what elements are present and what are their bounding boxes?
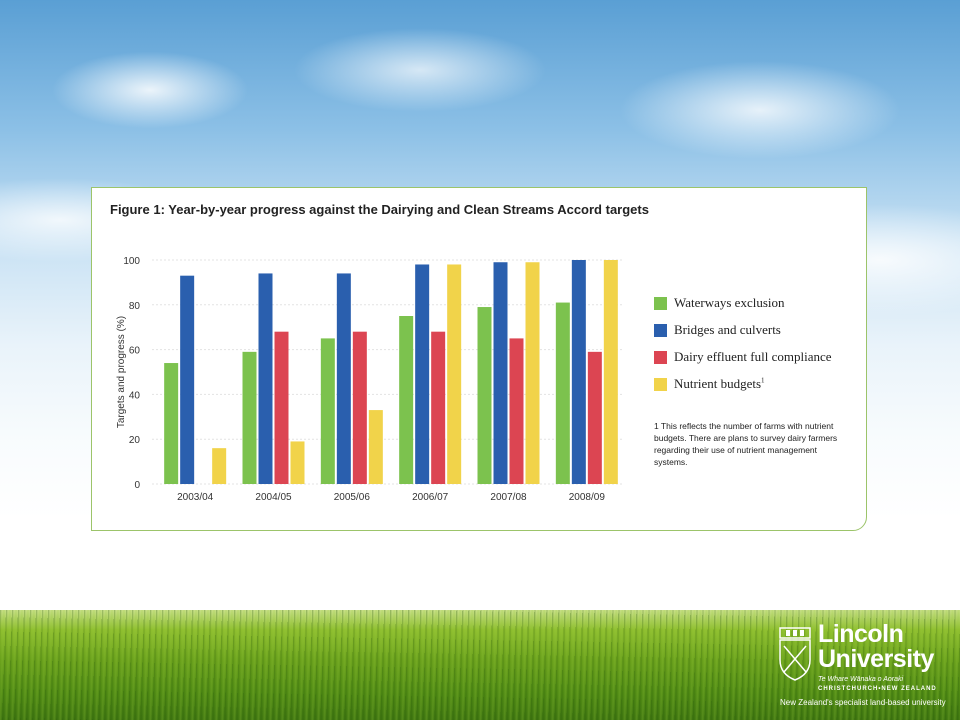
legend-swatch [654,296,667,310]
bar-waterways-exclusion-2004-05 [242,351,257,484]
bar-dairy-effluent-full-compliance-2008-09 [587,351,602,484]
legend-label: Nutrient budgets1 [674,376,765,391]
y-tick-label: 40 [129,390,141,401]
tagline: New Zealand's specialist land-based univ… [780,698,946,707]
x-tick-label: 2003/04 [177,492,214,503]
bar-nutrient-budgets-2008-09 [603,260,618,484]
logo-name-line1: Lincoln [818,620,904,648]
bar-chart: 0 20 40 60 80 100 Targets and progress (%) 2003… [116,256,622,503]
legend-label: Bridges and culverts [674,322,781,337]
bar-nutrient-budgets-2006-07 [447,264,462,484]
x-tick-label: 2008/09 [569,492,606,503]
legend-item: Waterways exclusion [654,294,832,312]
bar-bridges-and-culverts-2004-05 [258,273,273,484]
legend-swatch [654,377,667,391]
logo-maori-name: Te Whare Wānaka o Aoraki [818,676,904,683]
bar-waterways-exclusion-2005-06 [320,338,335,484]
crest-icon [779,627,811,681]
bar-bridges-and-culverts-2007-08 [493,262,508,484]
x-tick-label: 2007/08 [490,492,527,503]
figure-panel: Figure 1: Year-by-year progress against … [91,187,867,531]
bar-dairy-effluent-full-compliance-2004-05 [274,331,289,484]
bar-waterways-exclusion-2006-07 [399,316,414,484]
figure-title: Figure 1: Year-by-year progress against … [110,202,649,217]
bar-dairy-effluent-full-compliance-2007-08 [509,338,524,484]
legend-label: Dairy effluent full compliance [674,349,832,364]
x-tick-label: 2006/07 [412,492,449,503]
bar-waterways-exclusion-2007-08 [477,307,492,484]
bar-waterways-exclusion-2003-04 [164,363,179,484]
legend-swatch [654,350,667,364]
footnote: 1 This reflects the number of farms with… [654,421,838,467]
legend-item: Bridges and culverts [654,321,832,339]
bar-nutrient-budgets-2007-08 [525,262,540,484]
bar-bridges-and-culverts-2006-07 [415,264,430,484]
y-tick-label: 80 [129,301,141,312]
x-tick-label: 2004/05 [255,492,292,503]
legend-swatch [654,323,667,337]
bar-bridges-and-culverts-2008-09 [571,260,586,484]
bar-bridges-and-culverts-2005-06 [336,273,351,484]
legend-item: Nutrient budgets1 [654,375,832,393]
y-axis-label: Targets and progress (%) [116,316,127,428]
logo-city: CHRISTCHURCH•NEW ZEALAND [818,686,937,692]
x-tick-label: 2005/06 [334,492,371,503]
bar-nutrient-budgets-2003-04 [212,448,227,484]
bar-bridges-and-culverts-2003-04 [180,275,195,484]
bar-nutrient-budgets-2004-05 [290,441,305,484]
bar-nutrient-budgets-2005-06 [368,410,383,484]
legend-superscript: 1 [761,376,765,385]
bar-dairy-effluent-full-compliance-2006-07 [431,331,446,484]
y-tick-label: 20 [129,435,141,446]
legend-label: Waterways exclusion [674,295,785,310]
bar-dairy-effluent-full-compliance-2005-06 [352,331,367,484]
logo-name-line2: University [818,645,934,673]
lincoln-university-logo: Lincoln University Te Whare Wānaka o Aor… [778,622,938,692]
y-tick-label: 60 [129,346,141,357]
y-tick-label: 100 [123,256,140,267]
bar-waterways-exclusion-2008-09 [555,302,570,484]
chart-legend: Waterways exclusion Bridges and culverts D… [654,294,832,402]
y-tick-label: 0 [134,480,140,491]
legend-item: Dairy effluent full compliance [654,348,832,366]
